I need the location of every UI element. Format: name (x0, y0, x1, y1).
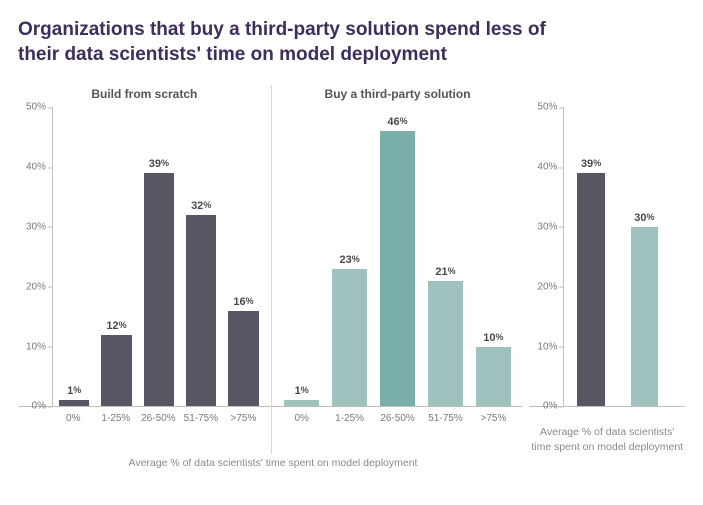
x-label: >75% (222, 407, 265, 424)
y-tick: 20% (26, 281, 46, 292)
bar-value-label: 30% (634, 212, 654, 224)
panel-summary-plot: 0%10%20%30%40%50% 39%30% (529, 107, 685, 407)
bar-slot: 10% (469, 107, 517, 406)
panel-buy-title: Buy a third-party solution (272, 85, 524, 107)
y-axis-left: 0%10%20%30%40%50% (18, 107, 52, 406)
y-tick: 10% (26, 341, 46, 352)
charts-container: Build from scratch 0%10%20%30%40%50% 1%1… (18, 85, 685, 453)
x-label: 0% (52, 407, 95, 424)
bar-value-label: 16% (233, 296, 253, 308)
bar (101, 335, 131, 407)
bar-value-label: 1% (295, 385, 309, 397)
bar-value-label: 21% (435, 266, 455, 278)
bar-slot: 32% (180, 107, 222, 406)
x-label: 1-25% (95, 407, 138, 424)
bar (380, 131, 415, 406)
y-tick: 20% (537, 281, 557, 292)
bar-value-label: 12% (106, 320, 126, 332)
bar (332, 269, 367, 407)
x-label: 26-50% (374, 407, 422, 424)
bar-slot: 39% (564, 107, 617, 406)
y-tick: 40% (537, 162, 557, 173)
y-tick: 40% (26, 162, 46, 173)
bar-value-label: 23% (339, 254, 359, 266)
bar-slot: 39% (138, 107, 180, 406)
bar-value-label: 32% (191, 200, 211, 212)
x-label: 51-75% (180, 407, 223, 424)
bars-build: 1% 12% 39% 32% 16% (53, 107, 265, 406)
x-label: 51-75% (422, 407, 470, 424)
panel-buy: Buy a third-party solution 1% 23% 46% 21% 10… (271, 85, 524, 453)
bar (284, 400, 319, 406)
bars-buy: 1% 23% 46% 21% 10% (278, 107, 518, 406)
y-tick: 0% (543, 401, 557, 412)
y-axis-right: 0%10%20%30%40%50% (529, 107, 563, 406)
bar-value-label: 46% (387, 116, 407, 128)
bar-value-label: 39% (149, 158, 169, 170)
y-tick: 10% (537, 341, 557, 352)
bar-slot: 30% (618, 107, 671, 406)
bar (631, 227, 659, 406)
x-label-blank (563, 407, 617, 413)
bar-value-label: 10% (483, 332, 503, 344)
bar (577, 173, 605, 406)
bar-value-label: 39% (581, 158, 601, 170)
bar (59, 400, 89, 406)
bar (186, 215, 216, 406)
bar (144, 173, 174, 406)
bar (228, 311, 258, 407)
bars-summary: 39% 30% (564, 107, 671, 406)
x-labels-build: 0%1-25%26-50%51-75%>75% (52, 407, 265, 424)
y-tick: 0% (32, 401, 46, 412)
bar-slot: 1% (53, 107, 95, 406)
y-tick: 30% (537, 221, 557, 232)
x-label: >75% (469, 407, 517, 424)
x-caption-right: Average % of data scientists' time spent… (529, 413, 685, 453)
bar-slot: 16% (222, 107, 264, 406)
panel-build-title: Build from scratch (18, 85, 271, 107)
bar-slot: 23% (326, 107, 374, 406)
bar (476, 347, 511, 407)
panel-build-plot: 0%10%20%30%40%50% 1%12%39%32%16% (18, 107, 271, 407)
x-label: 0% (278, 407, 326, 424)
y-tick: 50% (537, 102, 557, 113)
bar-slot: 1% (278, 107, 326, 406)
x-caption-main: Average % of data scientists' time spent… (18, 444, 528, 470)
panel-buy-plot: 1% 23% 46% 21% 10% (272, 107, 524, 407)
bar-value-label: 1% (67, 385, 81, 397)
bar-slot: 46% (374, 107, 422, 406)
y-tick: 30% (26, 221, 46, 232)
x-label: 26-50% (137, 407, 180, 424)
chart-title: Organizations that buy a third-party sol… (18, 18, 578, 67)
panel-build: Build from scratch 0%10%20%30%40%50% 1%1… (18, 85, 271, 453)
panel-summary: . 0%10%20%30%40%50% 39%30% Average % of … (529, 85, 685, 453)
x-labels-summary (563, 407, 671, 413)
bar-slot: 12% (95, 107, 137, 406)
bar-slot: 21% (422, 107, 470, 406)
bar (428, 281, 463, 407)
x-label-blank (617, 407, 671, 413)
x-label: 1-25% (326, 407, 374, 424)
x-labels-buy: 0%1-25%26-50%51-75%>75% (278, 407, 518, 424)
y-tick: 50% (26, 102, 46, 113)
